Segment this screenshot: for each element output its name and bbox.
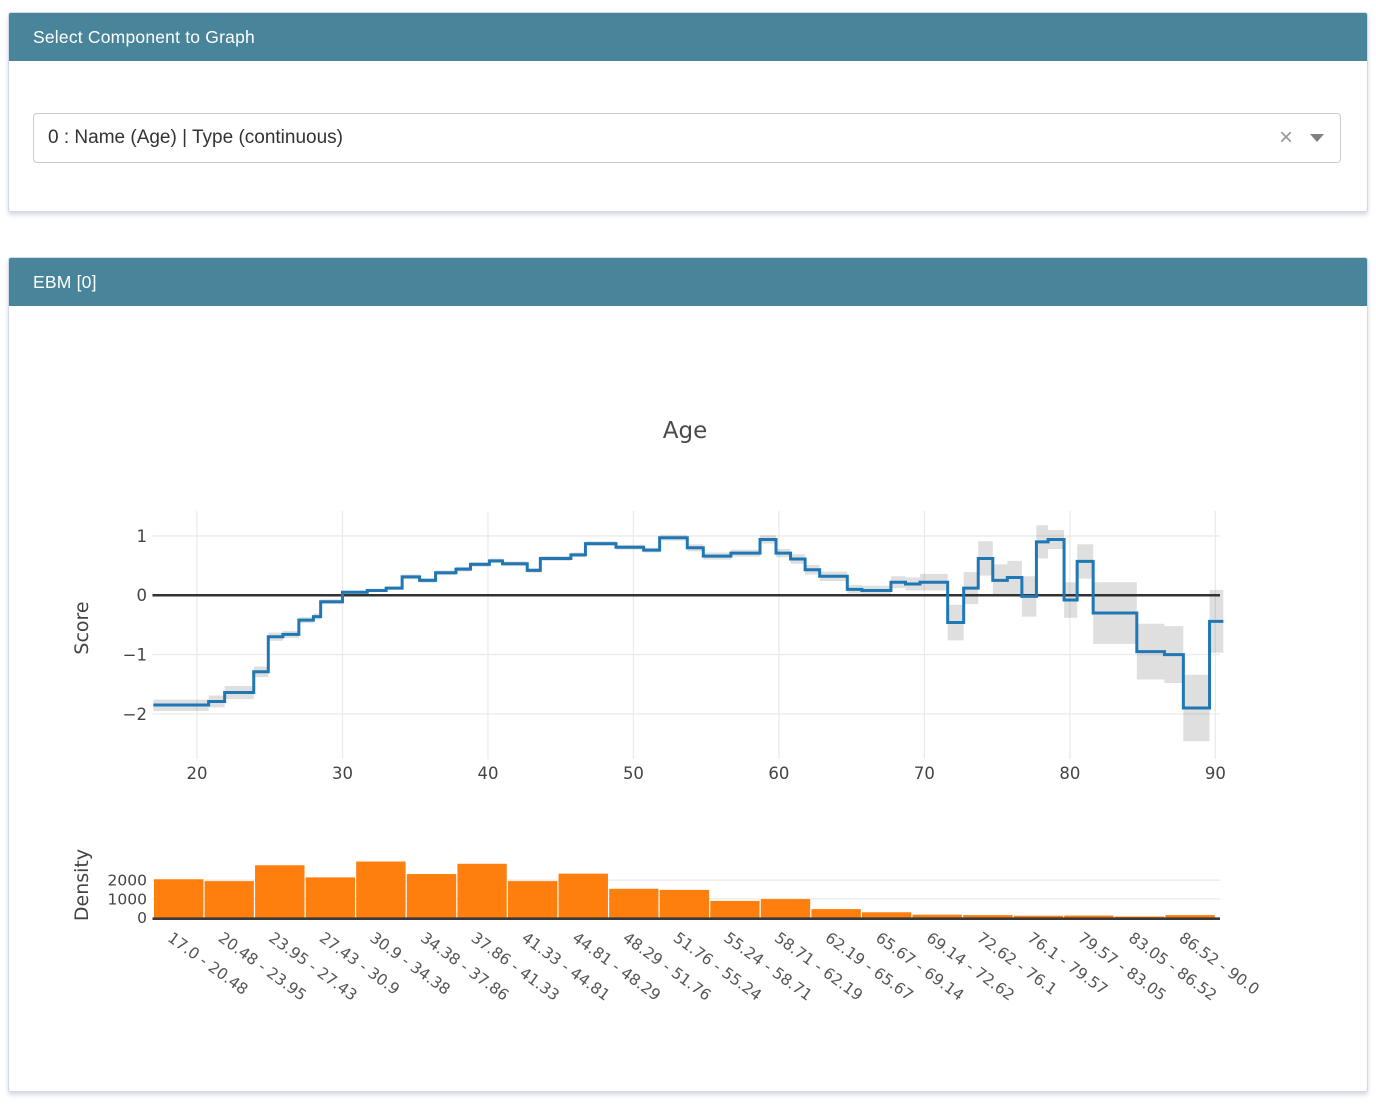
x-tick-label: 30	[332, 764, 353, 783]
hist-bin-label: 37.86 - 41.33	[468, 929, 563, 1005]
density-bar[interactable]	[659, 889, 710, 918]
select-panel-body: 0 : Name (Age) | Type (continuous) ×	[9, 61, 1367, 211]
density-bar[interactable]	[1165, 915, 1215, 918]
hist-bin-label: 51.76 - 55.24	[670, 929, 765, 1005]
ebm-panel: EBM [0] Age Score Density 1 0 −1 −2 20 30 40 50 60 7…	[8, 257, 1368, 1092]
chart-title: Age	[663, 418, 707, 444]
hist-bin-label: 58.71 - 62.19	[771, 929, 866, 1005]
hist-bin-label: 20.48 - 23.95	[215, 929, 310, 1005]
chevron-down-icon[interactable]	[1310, 134, 1324, 142]
select-panel-title: Select Component to Graph	[33, 26, 255, 47]
clear-icon[interactable]: ×	[1278, 124, 1293, 151]
density-bar[interactable]	[558, 873, 608, 918]
hist-bin-label: 44.81 - 48.29	[569, 929, 664, 1005]
hist-y-tick-label: 1000	[108, 890, 147, 908]
density-bar[interactable]	[912, 914, 962, 918]
page: Select Component to Graph 0 : Name (Age)…	[0, 12, 1376, 1112]
density-bar[interactable]	[1013, 915, 1064, 918]
hist-bin-label: 23.95 - 27.43	[265, 929, 360, 1005]
hist-bin-label: 55.24 - 58.71	[721, 929, 816, 1005]
hist-bin-label: 83.05 - 86.52	[1125, 929, 1220, 1005]
density-bar[interactable]	[760, 899, 811, 918]
x-tick-label: 20	[187, 764, 208, 783]
density-bar[interactable]	[1064, 915, 1114, 918]
density-bar[interactable]	[862, 912, 912, 918]
density-bar[interactable]	[507, 881, 558, 918]
y-tick-label: −2	[123, 705, 147, 724]
hist-y-tick-label: 0	[137, 909, 147, 927]
density-bar[interactable]	[963, 915, 1013, 918]
density-bar[interactable]	[811, 909, 861, 918]
hist-bin-label: 65.67 - 69.14	[872, 929, 967, 1005]
density-bar[interactable]	[710, 900, 760, 918]
hist-y-tick-label: 2000	[108, 872, 147, 890]
density-bar[interactable]	[1114, 916, 1165, 918]
density-bar[interactable]	[204, 881, 254, 918]
density-bar[interactable]	[153, 879, 204, 918]
y-axis-title-density: Density	[71, 849, 93, 921]
ebm-panel-header: EBM [0]	[9, 258, 1367, 306]
score-step-line[interactable]	[153, 536, 1224, 710]
density-bar[interactable]	[406, 874, 457, 918]
y-tick-label: 1	[137, 527, 148, 546]
ebm-chart-container: Age Score Density 1 0 −1 −2 20 30 40 50 60 70 80 90 0 10…	[9, 306, 1367, 1091]
x-tick-label: 70	[914, 764, 935, 783]
ebm-panel-title: EBM [0]	[33, 271, 97, 292]
hist-bin-label: 62.19 - 65.67	[822, 929, 917, 1005]
density-bar[interactable]	[255, 865, 305, 918]
y-axis-title-score: Score	[71, 601, 93, 654]
hist-bin-label: 69.14 - 72.62	[923, 929, 1018, 1005]
density-bar[interactable]	[609, 888, 659, 918]
component-dropdown[interactable]: 0 : Name (Age) | Type (continuous) ×	[33, 113, 1341, 163]
density-bar[interactable]	[305, 877, 355, 918]
density-bar[interactable]	[356, 861, 406, 918]
hist-bin-label: 41.33 - 44.81	[518, 929, 613, 1005]
hist-bin-label: 48.29 - 51.76	[619, 929, 714, 1005]
hist-bin-label: 34.38 - 37.86	[417, 929, 512, 1005]
density-bar[interactable]	[457, 863, 507, 918]
x-tick-label: 60	[768, 764, 789, 783]
select-panel-header: Select Component to Graph	[9, 13, 1367, 61]
dropdown-selected-value[interactable]: 0 : Name (Age) | Type (continuous)	[48, 127, 344, 148]
x-tick-label: 90	[1205, 764, 1226, 783]
y-tick-label: 0	[137, 586, 148, 605]
x-tick-label: 40	[477, 764, 498, 783]
x-tick-label: 80	[1059, 764, 1080, 783]
x-tick-label: 50	[623, 764, 644, 783]
hist-bin-label: 79.57 - 83.05	[1075, 929, 1170, 1005]
y-tick-label: −1	[123, 646, 147, 665]
select-component-panel: Select Component to Graph 0 : Name (Age)…	[8, 12, 1368, 212]
